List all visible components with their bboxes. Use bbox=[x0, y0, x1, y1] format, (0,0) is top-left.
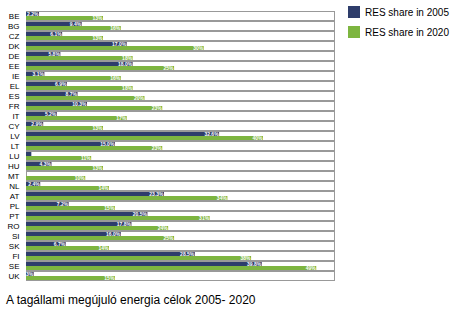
svg-text:LU: LU bbox=[9, 152, 19, 161]
svg-text:17%: 17% bbox=[116, 115, 127, 121]
svg-text:3.1%: 3.1% bbox=[32, 71, 44, 77]
svg-text:31%: 31% bbox=[199, 215, 210, 221]
svg-text:9.4%: 9.4% bbox=[70, 21, 82, 27]
svg-text:1.3%: 1.3% bbox=[22, 271, 34, 277]
svg-text:5.8%: 5.8% bbox=[48, 51, 60, 57]
svg-text:DE: DE bbox=[8, 52, 19, 61]
svg-text:EL: EL bbox=[10, 82, 20, 91]
svg-text:4.3%: 4.3% bbox=[40, 161, 52, 167]
svg-text:16%: 16% bbox=[110, 75, 121, 81]
html-text:RES share in 2005: RES share in 2005 bbox=[365, 6, 449, 18]
svg-text:38%: 38% bbox=[240, 255, 251, 262]
svg-text:IE: IE bbox=[12, 72, 20, 81]
html-text:RES share in 2020: RES share in 2020 bbox=[365, 26, 449, 38]
svg-text:30%: 30% bbox=[193, 45, 204, 51]
svg-text:16%: 16% bbox=[110, 25, 121, 31]
svg-text:13%: 13% bbox=[92, 125, 103, 131]
svg-text:2.4%: 2.4% bbox=[28, 181, 40, 187]
svg-text:MT: MT bbox=[8, 172, 20, 181]
svg-text:25%: 25% bbox=[164, 235, 175, 241]
svg-text:15.0%: 15.0% bbox=[100, 141, 115, 147]
svg-text:SK: SK bbox=[9, 242, 20, 251]
svg-text:SE: SE bbox=[9, 262, 20, 271]
svg-text:23%: 23% bbox=[152, 145, 163, 151]
svg-text:FI: FI bbox=[12, 252, 19, 261]
svg-text:IT: IT bbox=[12, 112, 19, 121]
svg-text:NL: NL bbox=[9, 182, 20, 191]
svg-text:LT: LT bbox=[11, 142, 20, 151]
svg-text:7.2%: 7.2% bbox=[57, 201, 69, 207]
svg-text:PL: PL bbox=[10, 202, 20, 211]
svg-text:15%: 15% bbox=[104, 275, 115, 281]
svg-text:10.3%: 10.3% bbox=[72, 101, 87, 107]
svg-text:28.5%: 28.5% bbox=[180, 251, 195, 257]
svg-text:16.0%: 16.0% bbox=[106, 231, 121, 237]
svg-text:2.9%: 2.9% bbox=[31, 121, 43, 127]
svg-text:8.7%: 8.7% bbox=[66, 91, 78, 97]
svg-text:SI: SI bbox=[12, 232, 20, 241]
svg-text:20%: 20% bbox=[134, 95, 145, 101]
svg-text:49%: 49% bbox=[306, 265, 317, 271]
svg-text:5.2%: 5.2% bbox=[45, 111, 57, 117]
svg-text:23.3%: 23.3% bbox=[149, 191, 164, 197]
svg-text:14%: 14% bbox=[98, 185, 109, 191]
svg-text:6.1%: 6.1% bbox=[50, 31, 62, 37]
svg-text:40%: 40% bbox=[252, 135, 263, 141]
svg-text:2.2%: 2.2% bbox=[27, 11, 39, 17]
svg-text:25%: 25% bbox=[164, 65, 175, 71]
svg-text:6.7%: 6.7% bbox=[54, 241, 66, 247]
svg-text:13%: 13% bbox=[92, 165, 103, 171]
svg-text:15%: 15% bbox=[104, 205, 115, 211]
svg-text:AT: AT bbox=[10, 192, 20, 201]
svg-text:17.8%: 17.8% bbox=[117, 221, 132, 227]
svg-text:ES: ES bbox=[9, 92, 20, 101]
svg-text:14%: 14% bbox=[98, 245, 109, 251]
svg-text:BG: BG bbox=[8, 22, 20, 31]
html-text:A tagállami megújuló energia c: A tagállami megújuló energia célok 2005-… bbox=[6, 293, 256, 307]
svg-text:18.0%: 18.0% bbox=[118, 61, 133, 67]
svg-text:32.6%: 32.6% bbox=[204, 131, 219, 137]
svg-text:24%: 24% bbox=[158, 225, 169, 231]
svg-text:13%: 13% bbox=[92, 35, 103, 41]
svg-text:LV: LV bbox=[10, 132, 20, 141]
svg-text:RO: RO bbox=[8, 222, 20, 231]
svg-text:34%: 34% bbox=[217, 195, 228, 201]
svg-text:BE: BE bbox=[9, 12, 20, 21]
svg-text:11%: 11% bbox=[81, 155, 91, 161]
svg-text:HU: HU bbox=[8, 162, 20, 171]
svg-text:13%: 13% bbox=[92, 15, 103, 21]
svg-text:CY: CY bbox=[8, 122, 20, 131]
svg-text:UK: UK bbox=[8, 272, 20, 281]
svg-text:CZ: CZ bbox=[9, 32, 20, 41]
svg-text:18%: 18% bbox=[122, 55, 133, 62]
svg-text:20.5%: 20.5% bbox=[133, 211, 148, 217]
svg-text:17.0%: 17.0% bbox=[112, 41, 127, 47]
svg-text:18%: 18% bbox=[122, 85, 133, 91]
svg-text:EE: EE bbox=[9, 62, 20, 71]
svg-text:6.9%: 6.9% bbox=[55, 81, 67, 87]
svg-text:39.8%: 39.8% bbox=[247, 261, 262, 267]
svg-text:23%: 23% bbox=[152, 105, 163, 111]
svg-text:10%: 10% bbox=[75, 175, 86, 181]
svg-text:FR: FR bbox=[9, 102, 20, 111]
svg-text:PT: PT bbox=[9, 212, 19, 221]
svg-text:DK: DK bbox=[8, 42, 20, 51]
